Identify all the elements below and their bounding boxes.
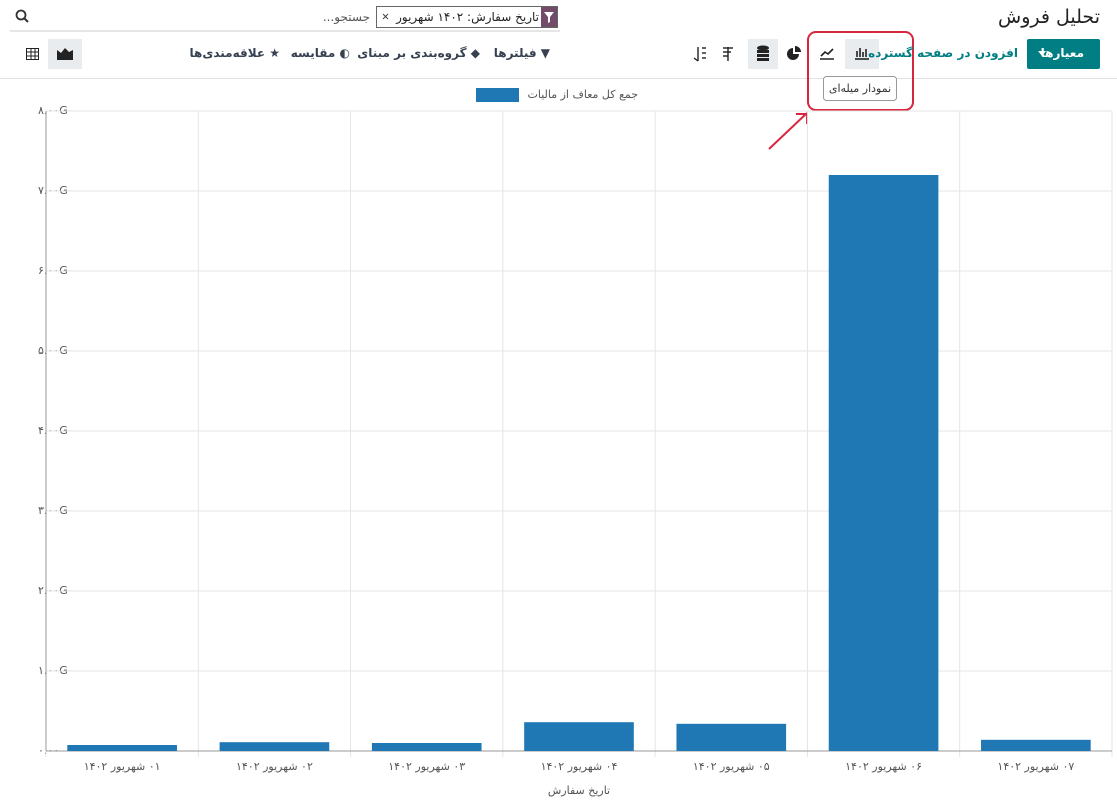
line-view-button[interactable] [820, 48, 834, 60]
filters[interactable]: ▼ فیلترها [493, 46, 550, 60]
comparison[interactable]: ◐ مقایسه [290, 46, 350, 60]
caret [1038, 51, 1046, 56]
sort-desc-button[interactable] [723, 47, 733, 61]
measures-label[interactable]: معیارها [1040, 46, 1084, 60]
favorites-label: علاقه‌مندی‌ها [189, 46, 266, 60]
tooltip [823, 76, 897, 101]
bar [981, 739, 1091, 751]
funnel [544, 12, 554, 23]
x-tick-label: ۰۴ شهریور ۱۴۰۲ [541, 760, 618, 773]
area-icon [57, 48, 73, 60]
measures-button[interactable] [1027, 39, 1100, 69]
group-by[interactable]: ◆ گروه‌بندی بر مبنای [357, 46, 480, 60]
x-tick-label: ۰۷ شهریور ۱۴۰۲ [997, 760, 1074, 773]
pivot-view-button[interactable] [26, 48, 39, 60]
pie-view-button[interactable] [787, 46, 801, 60]
bar [828, 175, 939, 751]
page-title: تحلیل فروش [998, 6, 1100, 28]
bar [676, 723, 787, 751]
legend-label: جمع کل معاف از مالیات [527, 88, 638, 101]
facet-label[interactable]: تاریخ سفارش: ۱۴۰۲ شهریور [396, 10, 539, 24]
x-tick-label: ۰۱ شهریور ۱۴۰۲ [84, 760, 161, 773]
search-placeholder[interactable]: جستجو... [322, 10, 370, 24]
tooltip-text: نمودار میله‌ای [829, 82, 891, 95]
search-icon[interactable] [15, 9, 29, 23]
comparison-label: مقایسه [290, 46, 336, 60]
favorites[interactable]: ★ علاقه‌مندی‌ها [189, 46, 280, 60]
x-tick-label: ۰۶ شهریور ۱۴۰۲ [845, 760, 922, 773]
facet-remove[interactable] [382, 13, 389, 20]
stack-icon [757, 45, 769, 61]
legend-swatch [476, 88, 519, 102]
arrow [768, 112, 808, 150]
x-axis-title: تاریخ سفارش [548, 784, 610, 797]
bar [67, 745, 177, 751]
highlight-box [807, 31, 914, 111]
bar-view-button[interactable] [845, 39, 879, 69]
x-tick-label: ۰۲ شهریور ۱۴۰۲ [236, 760, 313, 773]
insert-spreadsheet[interactable]: افزودن در صفحه گسترده [868, 46, 1018, 60]
bar [524, 722, 634, 751]
bar [219, 742, 330, 751]
x-tick-label: ۰۵ شهریور ۱۴۰۲ [693, 760, 770, 773]
sort-asc-button[interactable] [693, 47, 706, 62]
filters-label: فیلترها [493, 46, 537, 60]
group-by-label: گروه‌بندی بر مبنای [357, 46, 467, 60]
facet-box [376, 6, 558, 28]
bar-icon [855, 48, 869, 60]
bar [371, 743, 482, 751]
x-tick-label: ۰۳ شهریور ۱۴۰۲ [388, 760, 465, 773]
